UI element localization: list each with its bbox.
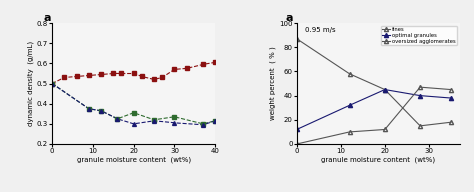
optimal granules xyxy=(382,88,388,91)
optimal granules xyxy=(294,128,300,131)
oversized agglomerates xyxy=(294,143,300,145)
Line: fines: fines xyxy=(295,37,453,128)
Line: optimal granules: optimal granules xyxy=(295,88,453,132)
optimal granules xyxy=(448,97,454,99)
Y-axis label: weight percent  ( % ): weight percent ( % ) xyxy=(270,47,276,120)
fines xyxy=(294,38,300,40)
optimal granules xyxy=(347,104,353,106)
X-axis label: granule moisture content  (wt%): granule moisture content (wt%) xyxy=(77,157,191,163)
oversized agglomerates xyxy=(448,88,454,91)
X-axis label: granule moisture content  (wt%): granule moisture content (wt%) xyxy=(321,157,435,163)
oversized agglomerates xyxy=(347,131,353,133)
fines xyxy=(417,125,423,127)
Text: a: a xyxy=(285,13,293,23)
oversized agglomerates xyxy=(382,128,388,131)
oversized agglomerates xyxy=(417,86,423,88)
optimal granules xyxy=(417,94,423,97)
Text: 0.95 m/s: 0.95 m/s xyxy=(305,27,336,33)
Legend: fines, optimal granules, oversized agglomerates: fines, optimal granules, oversized agglo… xyxy=(381,26,457,46)
fines xyxy=(448,121,454,123)
fines xyxy=(382,88,388,91)
fines xyxy=(347,73,353,75)
Line: oversized agglomerates: oversized agglomerates xyxy=(295,85,453,146)
Text: a: a xyxy=(44,13,52,23)
Y-axis label: dynamic density  (g/mL): dynamic density (g/mL) xyxy=(27,41,34,126)
